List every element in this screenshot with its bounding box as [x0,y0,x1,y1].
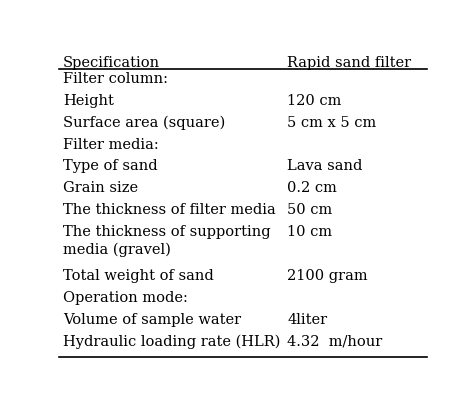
Text: Grain size: Grain size [63,181,138,195]
Text: Total weight of sand: Total weight of sand [63,269,214,283]
Text: Surface area (square): Surface area (square) [63,116,225,130]
Text: Type of sand: Type of sand [63,160,157,174]
Text: Filter column:: Filter column: [63,72,168,86]
Text: Filter media:: Filter media: [63,137,159,152]
Text: 0.2 cm: 0.2 cm [287,181,337,195]
Text: 4liter: 4liter [287,313,327,327]
Text: 120 cm: 120 cm [287,94,341,108]
Text: Operation mode:: Operation mode: [63,291,188,305]
Text: The thickness of supporting
media (gravel): The thickness of supporting media (grave… [63,225,271,257]
Text: 4.32  m/hour: 4.32 m/hour [287,334,382,349]
Text: 5 cm x 5 cm: 5 cm x 5 cm [287,116,376,130]
Text: The thickness of filter media: The thickness of filter media [63,203,276,217]
Text: Lava sand: Lava sand [287,160,363,174]
Text: 50 cm: 50 cm [287,203,332,217]
Text: Specification: Specification [63,56,160,70]
Text: 10 cm: 10 cm [287,225,332,239]
Text: 2100 gram: 2100 gram [287,269,368,283]
Text: Height: Height [63,94,114,108]
Text: Volume of sample water: Volume of sample water [63,313,241,327]
Text: Rapid sand filter: Rapid sand filter [287,56,411,70]
Text: Hydraulic loading rate (HLR): Hydraulic loading rate (HLR) [63,334,280,349]
